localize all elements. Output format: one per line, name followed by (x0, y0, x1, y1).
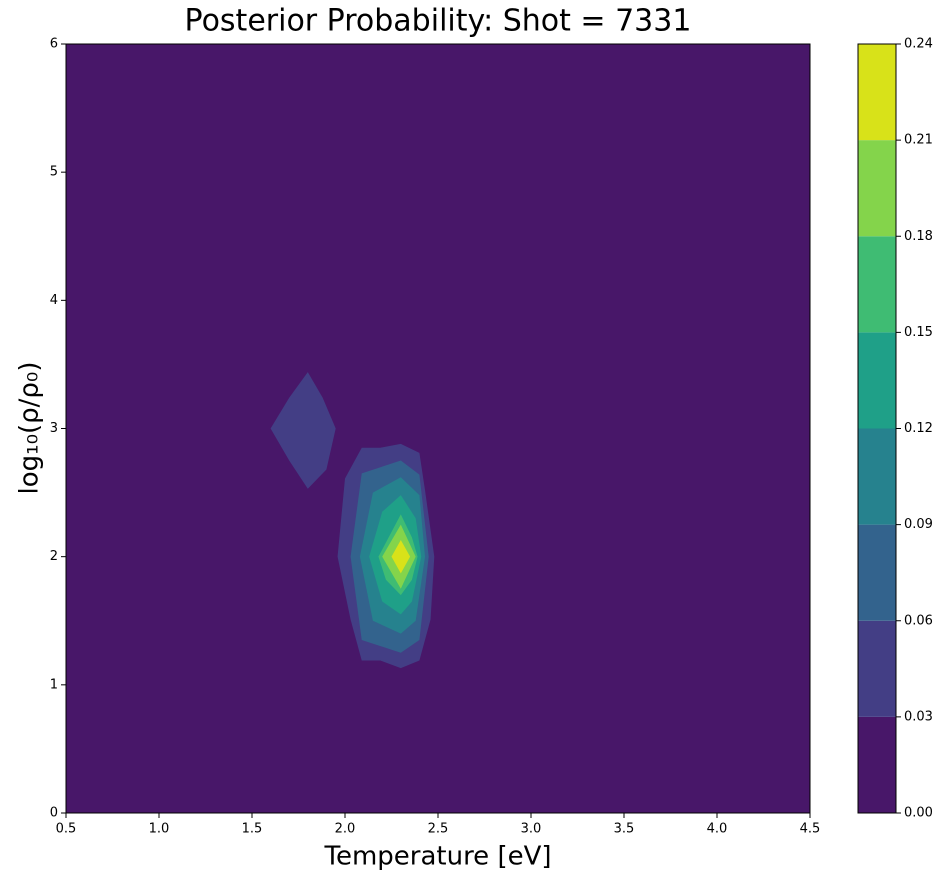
contour-region (391, 540, 411, 574)
colorbar-band (858, 716, 896, 813)
colorbar-band (858, 140, 896, 237)
colorbar-tick-label: 0.00 (904, 806, 933, 821)
x-tick-label: 4.0 (707, 822, 728, 837)
x-tick-label: 0.5 (56, 822, 77, 837)
colorbar-band (858, 332, 896, 429)
x-tick-label: 4.5 (800, 822, 821, 837)
y-tick-label: 2 (50, 549, 58, 564)
y-tick-label: 6 (50, 37, 58, 52)
y-tick-label: 4 (50, 293, 58, 308)
colorbar-tick-label: 0.09 (904, 517, 933, 532)
x-tick-label: 1.0 (149, 822, 170, 837)
x-tick-label: 3.5 (614, 822, 635, 837)
colorbar-tick-label: 0.21 (904, 133, 933, 148)
y-tick-label: 3 (50, 421, 58, 436)
x-axis-title: Temperature [eV] (323, 842, 551, 872)
chart-title: Posterior Probability: Shot = 7331 (185, 4, 692, 39)
colorbar-band (858, 620, 896, 717)
colorbar-tick-label: 0.24 (904, 37, 933, 52)
x-tick-label: 1.5 (242, 822, 263, 837)
y-axis-title: log₁₀(ρ/ρ₀) (15, 362, 45, 495)
colorbar-tick-label: 0.12 (904, 421, 933, 436)
x-tick-label: 2.0 (335, 822, 356, 837)
colorbar-tick-label: 0.15 (904, 325, 933, 340)
contour-region (270, 372, 336, 489)
y-tick-label: 0 (50, 806, 58, 821)
contour-background (66, 44, 810, 813)
colorbar-band (858, 524, 896, 621)
colorbar-band (858, 428, 896, 525)
x-tick-label: 2.5 (428, 822, 449, 837)
y-tick-label: 1 (50, 677, 58, 692)
y-tick-label: 5 (50, 165, 58, 180)
colorbar-tick-label: 0.18 (904, 229, 933, 244)
colorbar-band (858, 236, 896, 333)
colorbar-tick-label: 0.03 (904, 709, 933, 724)
colorbar-tick-label: 0.06 (904, 613, 933, 628)
colorbar-band (858, 44, 896, 141)
x-tick-label: 3.0 (521, 822, 542, 837)
